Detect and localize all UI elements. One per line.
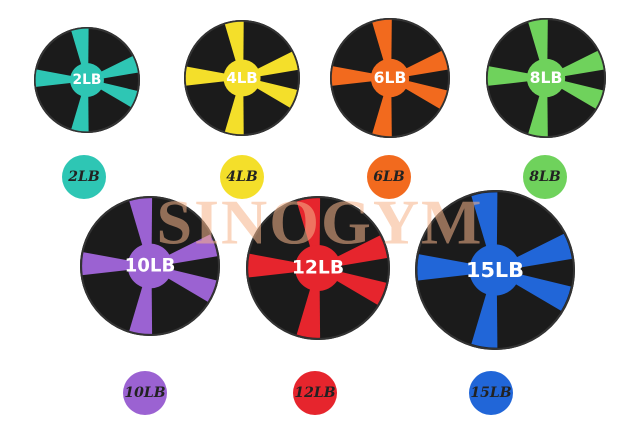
weight-badge — [469, 371, 513, 415]
medicine-ball: 4LB 4LB — [184, 20, 300, 199]
ball-stripe — [71, 28, 89, 66]
ball-label: 15LB — [466, 258, 524, 282]
ball-stripe — [561, 50, 604, 77]
ball-center — [294, 244, 342, 292]
badge-label: 2LB — [67, 169, 100, 185]
ball-stripe — [257, 51, 298, 77]
badge-label: 4LB — [226, 169, 258, 185]
ball-stripe — [514, 273, 571, 311]
ball-stripe — [82, 252, 130, 276]
ball-stripe — [471, 192, 498, 248]
ball-center — [469, 244, 521, 296]
ball-stripe — [372, 94, 392, 137]
ball-label: 4LB — [226, 69, 258, 87]
ball-stripe — [100, 56, 138, 79]
ball-stripe — [405, 50, 448, 77]
ball-group: 2LB2LB4LB4LB6LB6LB8LB8LB10LB10LB12LB12LB… — [34, 18, 606, 415]
medicine-ball: 8LB 8LB — [486, 18, 606, 199]
ball-stripe — [129, 198, 153, 247]
badge-label: 15LB — [470, 385, 511, 401]
ball-stripe — [528, 19, 548, 62]
ball-stripe — [331, 66, 373, 86]
ball-rim — [34, 27, 140, 133]
watermark: SINOGYM — [157, 187, 484, 258]
ball-stripe — [248, 253, 298, 278]
ball-stripe — [35, 69, 72, 87]
ball-stripe — [487, 66, 529, 86]
badge-label: 12LB — [294, 385, 335, 401]
ball-rim — [246, 196, 390, 340]
ball-stripe — [71, 94, 89, 132]
ball-stripe — [296, 288, 321, 338]
ball-label: 10LB — [125, 256, 176, 277]
ball-rim — [415, 190, 575, 350]
ball-stripe — [129, 285, 153, 334]
medicine-ball: 10LB 10LB — [80, 196, 220, 415]
weight-badge — [293, 371, 337, 415]
ball-stripe — [560, 80, 603, 109]
ball-stripe — [100, 82, 138, 107]
weight-badge — [523, 155, 567, 199]
ball-center — [127, 243, 173, 289]
ball-stripe — [167, 269, 217, 302]
ball-stripe — [185, 66, 226, 86]
ball-stripe — [471, 292, 498, 348]
ball-stripe — [224, 21, 244, 62]
weight-badge — [367, 155, 411, 199]
weight-badge — [220, 155, 264, 199]
ball-rim — [486, 18, 606, 138]
ball-label: 8LB — [530, 69, 563, 87]
badge-label: 10LB — [124, 385, 165, 401]
ball-rim — [80, 196, 220, 336]
medicine-ball: 2LB 2LB — [34, 27, 140, 199]
ball-stripe — [336, 235, 388, 266]
ball-stripe — [224, 94, 244, 135]
ball-center — [70, 63, 104, 97]
ball-stripe — [256, 80, 297, 108]
badge-label: 8LB — [529, 169, 561, 185]
ball-stripe — [168, 234, 218, 264]
ball-rim — [184, 20, 300, 136]
ball-center — [526, 58, 566, 98]
medicine-ball: 6LB 6LB — [330, 18, 450, 199]
ball-stripe — [335, 271, 387, 305]
ball-stripe — [417, 254, 472, 281]
ball-label: 12LB — [292, 258, 344, 279]
badge-label: 6LB — [373, 169, 405, 185]
ball-label: 2LB — [73, 72, 102, 88]
weight-badge — [62, 155, 106, 199]
ball-stripe — [404, 80, 447, 109]
weight-badge — [123, 371, 167, 415]
ball-stripe — [372, 19, 392, 62]
ball-rim — [330, 18, 450, 138]
ball-stripe — [296, 198, 321, 248]
medicine-ball: 15LB 15LB — [415, 190, 575, 415]
ball-center — [223, 59, 261, 97]
ball-label: 6LB — [374, 69, 407, 87]
ball-stripe — [528, 94, 548, 137]
ball-stripe — [515, 233, 572, 268]
medicine-ball: 12LB 12LB — [246, 196, 390, 415]
ball-center — [370, 58, 410, 98]
